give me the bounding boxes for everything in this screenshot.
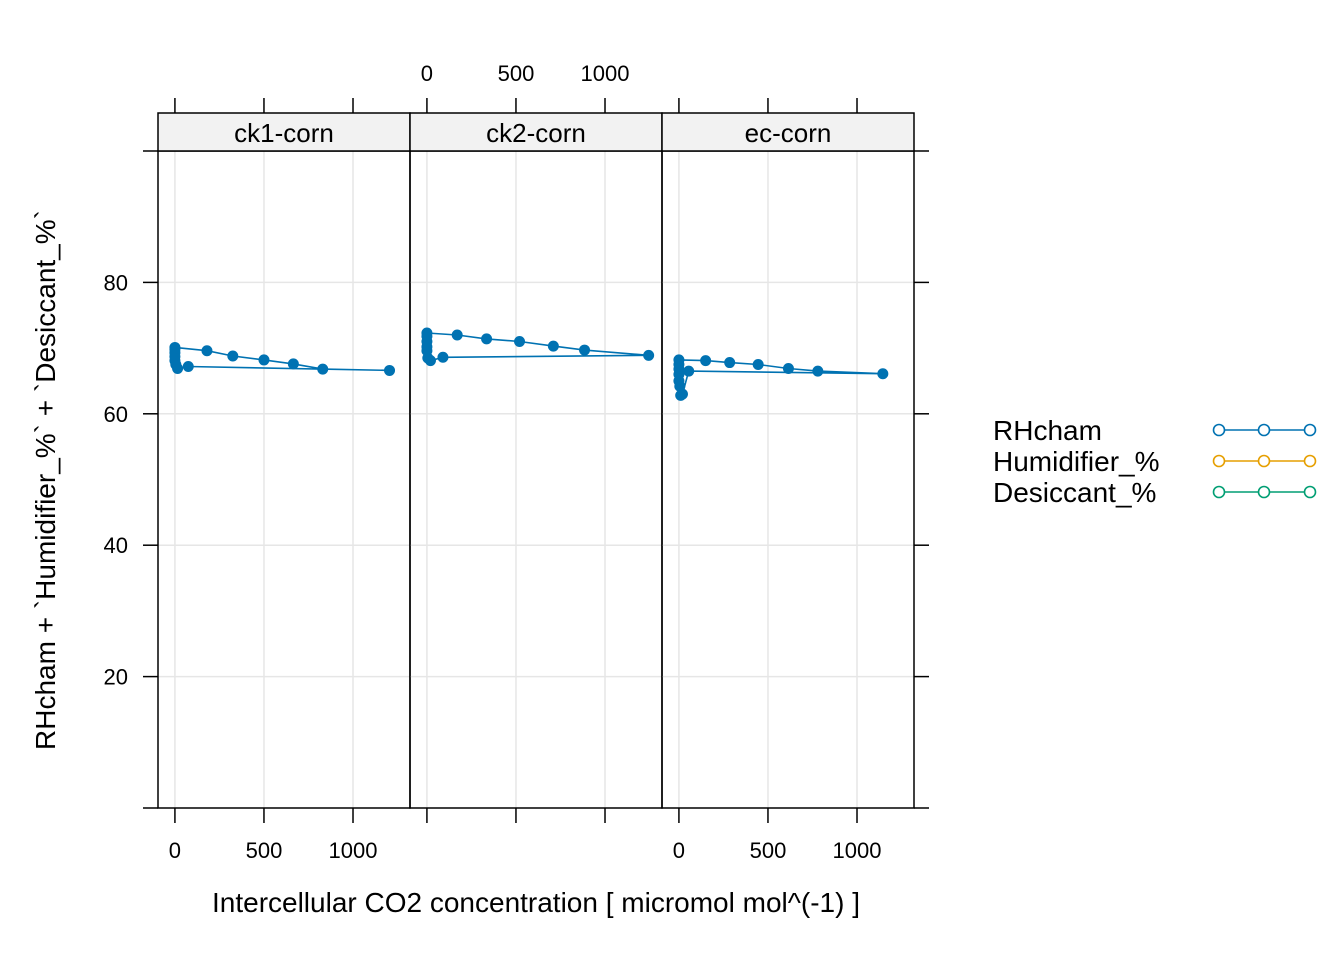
data-point xyxy=(481,333,493,345)
legend-marker xyxy=(1257,423,1271,437)
data-point xyxy=(683,365,695,377)
data-point xyxy=(451,329,463,341)
panel-ec-corn: ec-corn xyxy=(661,112,915,809)
data-point xyxy=(287,358,299,370)
x-axis-title: Intercellular CO2 concentration [ microm… xyxy=(212,887,860,918)
data-point xyxy=(782,362,794,374)
legend-label: Desiccant_% xyxy=(993,477,1156,508)
legend-marker xyxy=(1212,423,1226,437)
panel-border xyxy=(661,150,915,809)
strip-label: ck1-corn xyxy=(234,118,334,148)
legend-marker xyxy=(1303,454,1317,468)
y-axis-title: RHcham + `Humidifier_%` + `Desiccant_%` xyxy=(30,210,61,750)
strip-box xyxy=(409,112,663,152)
data-point xyxy=(877,368,889,380)
series-line-RHcham xyxy=(678,359,883,397)
y-tick-label: 40 xyxy=(104,533,128,558)
x-tick-label: 0 xyxy=(421,61,433,86)
data-point xyxy=(201,345,213,357)
data-point xyxy=(384,364,396,376)
legend-item: RHcham xyxy=(993,415,1317,446)
data-point xyxy=(724,357,736,369)
data-point xyxy=(700,355,712,367)
data-point xyxy=(317,363,329,375)
strip-label: ck2-corn xyxy=(486,118,586,148)
x-tick-label: 500 xyxy=(750,838,787,863)
data-point xyxy=(579,344,591,356)
legend-marker xyxy=(1212,485,1226,499)
panels-layer: ck1-corn ck2-corn ec-corn xyxy=(157,112,915,809)
strip-box xyxy=(157,112,411,152)
legend-item: Humidifier_% xyxy=(993,446,1317,477)
data-point xyxy=(752,359,764,371)
y-tick-label: 20 xyxy=(104,665,128,690)
x-tick-label: 500 xyxy=(498,61,535,86)
x-tick-label: 500 xyxy=(246,838,283,863)
legend-marker xyxy=(1257,485,1271,499)
panel-border xyxy=(409,150,663,809)
legend-marker xyxy=(1257,454,1271,468)
x-tick-label: 1000 xyxy=(329,838,378,863)
data-point xyxy=(421,330,433,342)
data-point xyxy=(812,365,824,377)
data-point xyxy=(227,350,239,362)
panel-ck1-corn: ck1-corn xyxy=(157,112,411,809)
data-point xyxy=(437,351,449,363)
y-tick-label: 60 xyxy=(104,402,128,427)
strip-label: ec-corn xyxy=(745,118,832,148)
data-point xyxy=(182,360,194,372)
axes-layer: 0 500 1000 0 500 1000 0 500 1000 20 40 60 80 xyxy=(104,61,929,863)
panel-border xyxy=(157,150,411,809)
x-tick-label: 1000 xyxy=(581,61,630,86)
legend-marker xyxy=(1303,423,1317,437)
x-tick-label: 0 xyxy=(673,838,685,863)
legend-item: Desiccant_% xyxy=(993,477,1317,508)
legend-label: Humidifier_% xyxy=(993,446,1160,477)
data-point xyxy=(258,354,270,366)
panel-ck2-corn: ck2-corn xyxy=(409,112,663,809)
data-point xyxy=(673,359,685,371)
data-point xyxy=(514,336,526,348)
strip-box xyxy=(661,112,915,152)
legend-label: RHcham xyxy=(993,415,1102,446)
x-tick-label: 1000 xyxy=(833,838,882,863)
y-tick-label: 80 xyxy=(104,270,128,295)
legend-marker xyxy=(1303,485,1317,499)
data-point xyxy=(643,349,655,361)
x-tick-label: 0 xyxy=(169,838,181,863)
data-point xyxy=(547,340,559,352)
data-point xyxy=(169,343,181,355)
data-point xyxy=(675,389,687,401)
legend-marker xyxy=(1212,454,1226,468)
